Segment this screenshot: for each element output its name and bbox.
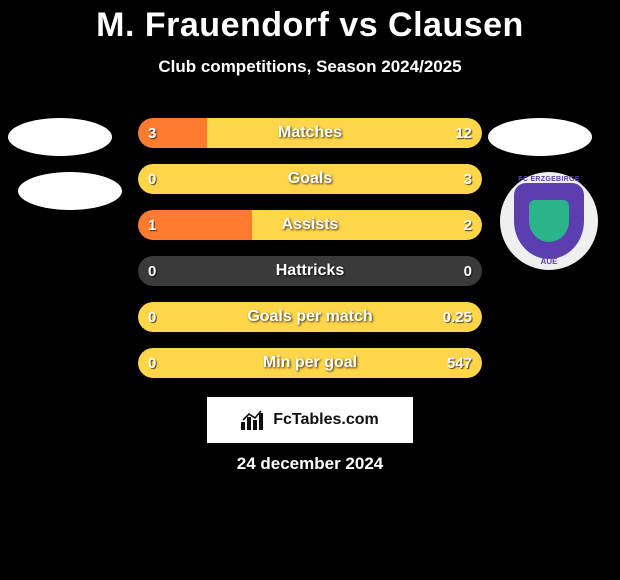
stat-value-right: 12 (455, 118, 472, 148)
watermark: FcTables.com (207, 397, 413, 443)
club-badge-shield (514, 183, 584, 259)
stat-value-right: 0 (464, 256, 472, 286)
stat-label: Hattricks (138, 256, 482, 286)
page-title: M. Frauendorf vs Clausen (0, 0, 620, 45)
left-club-avatar (18, 172, 122, 210)
stat-value-left: 0 (148, 302, 156, 332)
comparison-chart: 312Matches03Goals12Assists00Hattricks00.… (138, 118, 482, 394)
stat-row: 03Goals (138, 164, 482, 194)
stat-value-right: 2 (464, 210, 472, 240)
subtitle: Club competitions, Season 2024/2025 (0, 57, 620, 77)
stat-value-right: 3 (464, 164, 472, 194)
stat-row: 0 0Hattricks (138, 256, 482, 286)
watermark-icon (241, 410, 267, 430)
bar-right (138, 302, 482, 332)
club-badge-top-text: FC ERZGEBIRGE (518, 176, 579, 183)
stat-value-right: 0.25 (443, 302, 472, 332)
stat-value-left: 0 (148, 256, 156, 286)
stat-value-left: 0 (148, 348, 156, 378)
bar-right (138, 164, 482, 194)
stat-row: 12Assists (138, 210, 482, 240)
club-badge-bottom-text: AUE (541, 257, 558, 266)
bar-right (138, 348, 482, 378)
right-club-badge: FC ERZGEBIRGE AUE (500, 172, 598, 270)
date-text: 24 december 2024 (0, 454, 620, 474)
left-player-avatar (8, 118, 112, 156)
stat-value-right: 547 (447, 348, 472, 378)
right-player-avatar (488, 118, 592, 156)
stat-row: 00.25Goals per match (138, 302, 482, 332)
stat-row: 0547Min per goal (138, 348, 482, 378)
watermark-text: FcTables.com (273, 411, 379, 429)
bar-right (207, 118, 482, 148)
stat-value-left: 1 (148, 210, 156, 240)
stat-value-left: 0 (148, 164, 156, 194)
stat-value-left: 3 (148, 118, 156, 148)
stat-row: 312Matches (138, 118, 482, 148)
bar-right (252, 210, 482, 240)
